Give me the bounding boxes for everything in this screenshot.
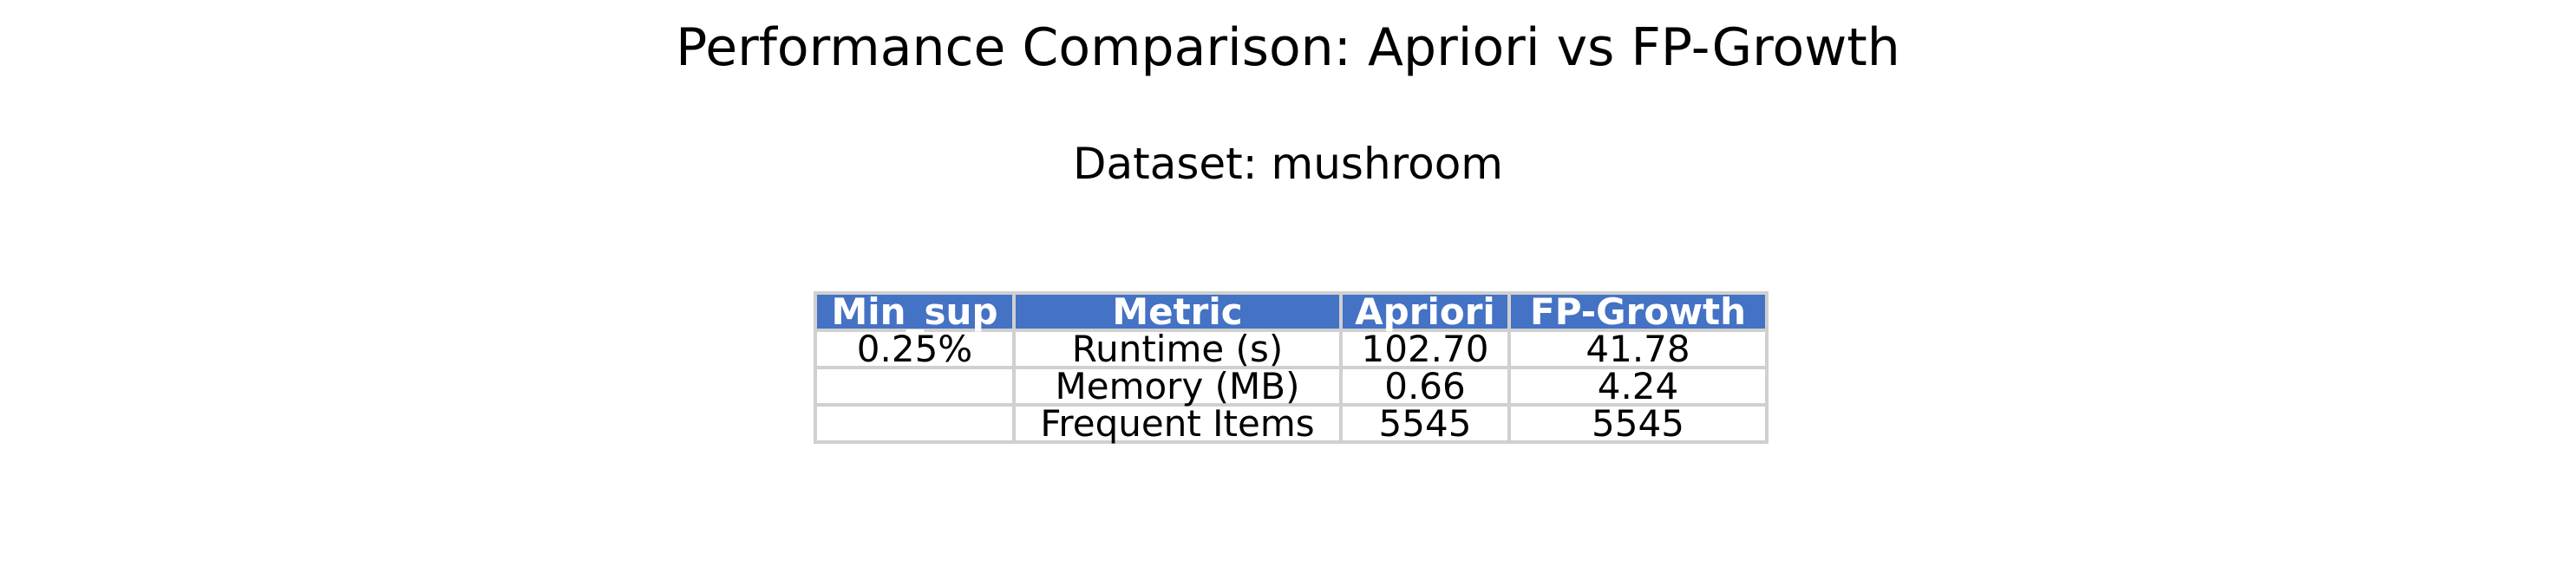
table-row-runtime: 0.25% Runtime (s) 102.70 41.78 (814, 329, 1769, 369)
table-header-row: Min_sup Metric Apriori FP-Growth (814, 291, 1769, 332)
cell-fp-growth: 41.78 (1507, 329, 1769, 369)
cell-fp-growth: 4.24 (1507, 366, 1769, 407)
chart-subtitle: Dataset: mushroom (1072, 139, 1504, 189)
cell-metric: Frequent Items (1012, 403, 1343, 444)
cell-fp-growth: 5545 (1507, 403, 1769, 444)
cell-metric: Memory (MB) (1012, 366, 1343, 407)
cell-min-sup (814, 366, 1016, 407)
performance-table: Min_sup Metric Apriori FP-Growth 0.25% R… (814, 291, 1769, 444)
cell-min-sup (814, 403, 1016, 444)
cell-metric: Runtime (s) (1012, 329, 1343, 369)
chart-title: Performance Comparison: Apriori vs FP-Gr… (676, 17, 1900, 78)
header-apriori: Apriori (1339, 291, 1511, 332)
header-fp-growth: FP-Growth (1507, 291, 1769, 332)
cell-apriori: 102.70 (1339, 329, 1511, 369)
table-row-memory: Memory (MB) 0.66 4.24 (814, 366, 1769, 407)
cell-apriori: 0.66 (1339, 366, 1511, 407)
cell-apriori: 5545 (1339, 403, 1511, 444)
header-metric: Metric (1012, 291, 1343, 332)
header-min-sup: Min_sup (814, 291, 1016, 332)
table-row-frequent-items: Frequent Items 5545 5545 (814, 403, 1769, 444)
cell-min-sup: 0.25% (814, 329, 1016, 369)
